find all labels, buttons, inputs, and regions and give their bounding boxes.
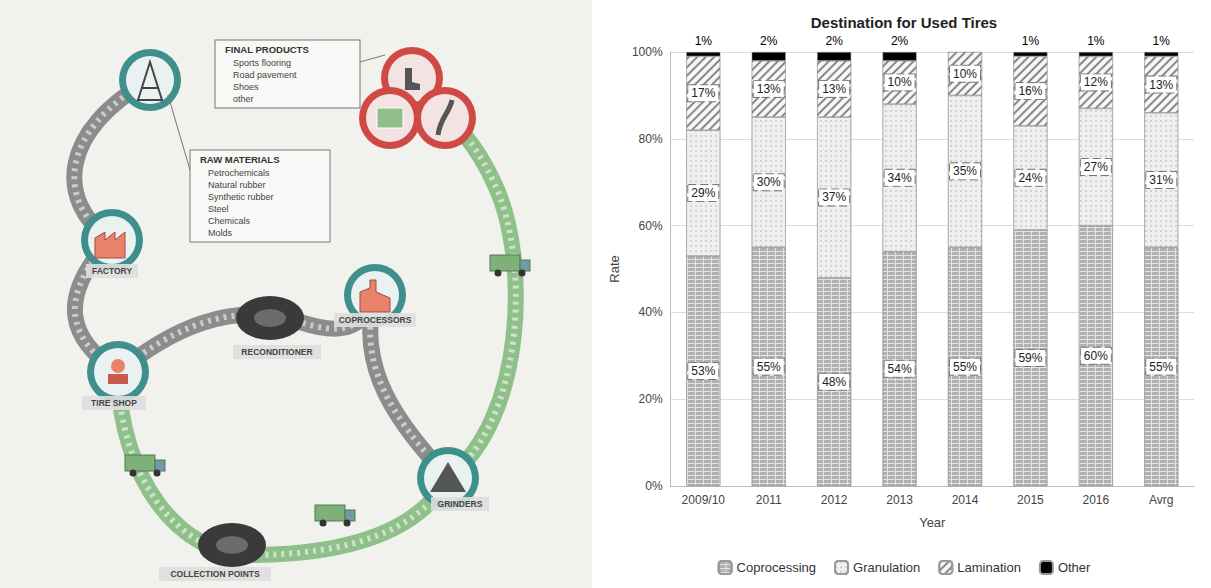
svg-text:Petrochemicals: Petrochemicals bbox=[208, 168, 270, 178]
svg-text:2016: 2016 bbox=[1083, 493, 1110, 507]
svg-text:17%: 17% bbox=[691, 86, 715, 100]
svg-text:2%: 2% bbox=[760, 34, 778, 48]
svg-text:Destination for Used Tires: Destination for Used Tires bbox=[811, 14, 997, 31]
svg-text:20%: 20% bbox=[639, 392, 663, 406]
svg-text:Sports flooring: Sports flooring bbox=[233, 58, 291, 68]
svg-text:Molds: Molds bbox=[208, 228, 233, 238]
svg-text:31%: 31% bbox=[1149, 173, 1173, 187]
svg-text:48%: 48% bbox=[822, 375, 846, 389]
svg-text:1%: 1% bbox=[695, 34, 713, 48]
svg-text:53%: 53% bbox=[691, 364, 715, 378]
svg-text:Other: Other bbox=[1058, 560, 1091, 575]
svg-text:60%: 60% bbox=[639, 219, 663, 233]
svg-text:16%: 16% bbox=[1018, 84, 1042, 98]
svg-text:Year: Year bbox=[919, 515, 946, 530]
svg-text:10%: 10% bbox=[953, 67, 977, 81]
svg-text:1%: 1% bbox=[1087, 34, 1105, 48]
svg-text:TIRE SHOP: TIRE SHOP bbox=[91, 398, 137, 408]
svg-text:COLLECTION POINTS: COLLECTION POINTS bbox=[170, 569, 260, 579]
svg-text:GRINDERS: GRINDERS bbox=[438, 499, 483, 509]
svg-text:60%: 60% bbox=[1084, 349, 1108, 363]
svg-text:2014: 2014 bbox=[952, 493, 979, 507]
svg-text:13%: 13% bbox=[757, 82, 781, 96]
svg-text:Granulation: Granulation bbox=[853, 560, 920, 575]
svg-text:37%: 37% bbox=[822, 190, 846, 204]
svg-text:55%: 55% bbox=[757, 360, 781, 374]
svg-text:80%: 80% bbox=[639, 132, 663, 146]
svg-text:1%: 1% bbox=[1022, 34, 1040, 48]
svg-text:RECONDITIONER: RECONDITIONER bbox=[241, 347, 312, 357]
svg-text:12%: 12% bbox=[1084, 75, 1108, 89]
svg-text:2013: 2013 bbox=[886, 493, 913, 507]
svg-text:35%: 35% bbox=[953, 164, 977, 178]
svg-text:2011: 2011 bbox=[756, 493, 782, 507]
svg-text:34%: 34% bbox=[888, 171, 912, 185]
svg-text:2%: 2% bbox=[825, 34, 843, 48]
svg-text:Avrg: Avrg bbox=[1149, 493, 1173, 507]
svg-text:Synthetic rubber: Synthetic rubber bbox=[208, 192, 274, 202]
svg-text:Chemicals: Chemicals bbox=[208, 216, 251, 226]
svg-text:100%: 100% bbox=[632, 45, 663, 59]
svg-text:40%: 40% bbox=[639, 305, 663, 319]
svg-text:RAW MATERIALS: RAW MATERIALS bbox=[200, 154, 280, 165]
svg-text:Natural rubber: Natural rubber bbox=[208, 180, 266, 190]
svg-text:24%: 24% bbox=[1018, 171, 1042, 185]
svg-text:2009/10: 2009/10 bbox=[682, 493, 726, 507]
svg-text:55%: 55% bbox=[1149, 360, 1173, 374]
svg-text:Steel: Steel bbox=[208, 204, 229, 214]
svg-text:FACTORY: FACTORY bbox=[92, 266, 132, 276]
svg-text:Rate: Rate bbox=[607, 255, 622, 282]
svg-text:1%: 1% bbox=[1153, 34, 1171, 48]
svg-text:Road pavement: Road pavement bbox=[233, 70, 297, 80]
svg-text:Coprocessing: Coprocessing bbox=[737, 560, 817, 575]
svg-text:Lamination: Lamination bbox=[957, 560, 1021, 575]
svg-text:59%: 59% bbox=[1018, 351, 1042, 365]
svg-text:2%: 2% bbox=[891, 34, 909, 48]
svg-text:COPROCESSORS: COPROCESSORS bbox=[339, 315, 412, 325]
svg-text:0%: 0% bbox=[645, 479, 663, 493]
svg-text:10%: 10% bbox=[888, 75, 912, 89]
svg-text:2015: 2015 bbox=[1017, 493, 1044, 507]
svg-text:2012: 2012 bbox=[821, 493, 848, 507]
svg-text:27%: 27% bbox=[1084, 160, 1108, 174]
svg-text:Shoes: Shoes bbox=[233, 82, 259, 92]
svg-text:54%: 54% bbox=[888, 362, 912, 376]
svg-text:29%: 29% bbox=[691, 186, 715, 200]
svg-text:FINAL PRODUCTS: FINAL PRODUCTS bbox=[225, 44, 309, 55]
svg-text:other: other bbox=[233, 94, 254, 104]
svg-text:13%: 13% bbox=[1149, 78, 1173, 92]
svg-text:13%: 13% bbox=[822, 82, 846, 96]
svg-text:55%: 55% bbox=[953, 360, 977, 374]
svg-text:30%: 30% bbox=[757, 175, 781, 189]
